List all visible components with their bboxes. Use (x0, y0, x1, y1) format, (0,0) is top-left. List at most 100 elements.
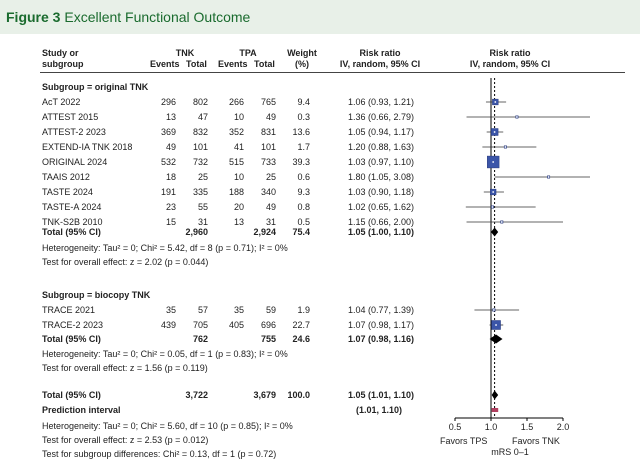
study-name: TASTE 2024 (42, 187, 93, 197)
study-tpa-total: 49 (265, 202, 276, 212)
study-tnk-events: 13 (165, 112, 176, 122)
study-tnk-events: 35 (165, 305, 176, 315)
study-weight: 0.5 (297, 217, 310, 227)
subgroup-differences: Test for subgroup differences: Chi² = 0.… (42, 449, 277, 459)
study-tpa-events: 41 (233, 142, 244, 152)
point-estimate (500, 221, 503, 223)
study-tpa-total: 59 (265, 305, 276, 315)
point-estimate (547, 176, 550, 178)
study-rr-text: 1.03 (0.90, 1.18) (348, 187, 415, 197)
header-tnk-total: Total (186, 59, 207, 69)
prediction-label: Prediction interval (42, 405, 121, 415)
grand-heterogeneity: Heterogeneity: Tau² = 0; Chi² = 5.60, df… (42, 421, 293, 431)
point-estimate (494, 101, 497, 103)
study-rr-text: 1.04 (0.77, 1.39) (348, 305, 415, 315)
study-tnk-total: 55 (197, 202, 208, 212)
study-tnk-total: 25 (197, 172, 208, 182)
study-rr-text: 1.20 (0.88, 1.63) (348, 142, 415, 152)
study-name: ATTEST-2 2023 (42, 127, 106, 137)
subgroup2-tnk-total: 762 (192, 334, 208, 344)
study-weight: 13.6 (292, 127, 310, 137)
subgroup2-total-label: Total (95% CI) (42, 334, 101, 344)
grand-overall-effect: Test for overall effect: z = 2.53 (p = 0… (42, 435, 209, 445)
point-estimate (491, 206, 494, 208)
point-estimate (492, 161, 495, 163)
subgroup1-total-label: Total (95% CI) (42, 227, 101, 237)
prediction-rr: (1.01, 1.10) (356, 405, 403, 415)
header-rr-method: IV, random, 95% CI (339, 59, 421, 69)
point-estimate (493, 131, 496, 133)
study-tpa-total: 696 (260, 320, 276, 330)
figure-title: Figure 3 Excellent Functional Outcome (6, 9, 250, 25)
x-tick-label: 1.0 (485, 422, 498, 432)
study-tnk-events: 439 (160, 320, 176, 330)
subgroup1-rr: 1.05 (1.00, 1.10) (348, 227, 415, 237)
subgroup2-overall-effect: Test for overall effect: z = 1.56 (p = 0… (42, 363, 208, 373)
point-estimate (516, 116, 518, 118)
header-subgroup: subgroup (42, 59, 84, 69)
study-weight: 9.3 (297, 187, 310, 197)
point-estimate (504, 146, 507, 148)
x-tick-label: 1.5 (521, 422, 534, 432)
subgroup2-tpa-total: 755 (260, 334, 276, 344)
study-tpa-total: 25 (265, 172, 276, 182)
header-study: Study or (42, 48, 79, 58)
study-tpa-total: 340 (260, 187, 276, 197)
pooled-diamond (491, 390, 499, 400)
favors-left-label: Favors TPS (440, 436, 488, 446)
study-tnk-events: 23 (165, 202, 176, 212)
header-divider (40, 72, 625, 73)
figure-label: Figure 3 (6, 9, 61, 25)
favors-right-label: Favors TNK (512, 436, 560, 446)
point-estimate (492, 191, 495, 193)
study-name: TRACE 2021 (42, 305, 96, 315)
study-tpa-total: 49 (265, 112, 276, 122)
header-tnk-events: Events (150, 59, 180, 69)
subgroup1-title: Subgroup = original TNK (42, 82, 149, 92)
study-rr-text: 1.03 (0.97, 1.10) (348, 157, 415, 167)
study-tnk-total: 732 (192, 157, 208, 167)
study-weight: 1.7 (297, 142, 310, 152)
pooled-diamond (489, 334, 503, 344)
study-name: ATTEST 2015 (42, 112, 99, 122)
prediction-interval-bar (491, 408, 499, 412)
study-weight: 39.3 (292, 157, 310, 167)
study-rr-text: 1.05 (0.94, 1.17) (348, 127, 415, 137)
study-rr-text: 1.06 (0.93, 1.21) (348, 97, 415, 107)
study-name: TRACE-2 2023 (42, 320, 104, 330)
study-weight: 0.8 (297, 202, 310, 212)
study-tpa-events: 352 (228, 127, 244, 137)
study-tnk-events: 191 (160, 187, 176, 197)
study-tpa-events: 35 (233, 305, 244, 315)
header-plot-risk-ratio: Risk ratio (489, 48, 531, 58)
study-rr-text: 1.07 (0.98, 1.17) (348, 320, 415, 330)
subgroup2-title: Subgroup = biocopy TNK (42, 290, 151, 300)
subgroup2-rr: 1.07 (0.98, 1.16) (348, 334, 415, 344)
header-weight-unit: (%) (295, 59, 309, 69)
study-weight: 22.7 (292, 320, 310, 330)
study-tpa-events: 10 (233, 112, 244, 122)
study-tnk-total: 335 (192, 187, 208, 197)
study-weight: 9.4 (297, 97, 310, 107)
study-rr-text: 1.02 (0.65, 1.62) (348, 202, 415, 212)
study-tnk-total: 31 (197, 217, 208, 227)
subgroup1-heterogeneity: Heterogeneity: Tau² = 0; Chi² = 5.42, df… (42, 243, 288, 253)
study-name: TASTE-A 2024 (42, 202, 102, 212)
point-estimate (495, 324, 497, 326)
study-tnk-events: 296 (160, 97, 176, 107)
study-tnk-events: 532 (160, 157, 176, 167)
x-tick-label: 2.0 (557, 422, 570, 432)
grand-weight: 100.0 (287, 390, 310, 400)
study-tpa-events: 515 (228, 157, 244, 167)
study-tnk-total: 47 (197, 112, 208, 122)
header-plot-method: IV, random, 95% CI (469, 59, 551, 69)
study-rr-text: 1.36 (0.66, 2.79) (348, 112, 415, 122)
study-name: TNK-S2B 2010 (42, 217, 103, 227)
study-tnk-total: 101 (192, 142, 208, 152)
header-tpa: TPA (239, 48, 257, 58)
study-tnk-events: 18 (165, 172, 176, 182)
header-tpa-events: Events (218, 59, 248, 69)
study-name: EXTEND-IA TNK 2018 (42, 142, 133, 152)
subgroup2-weight: 24.6 (292, 334, 310, 344)
